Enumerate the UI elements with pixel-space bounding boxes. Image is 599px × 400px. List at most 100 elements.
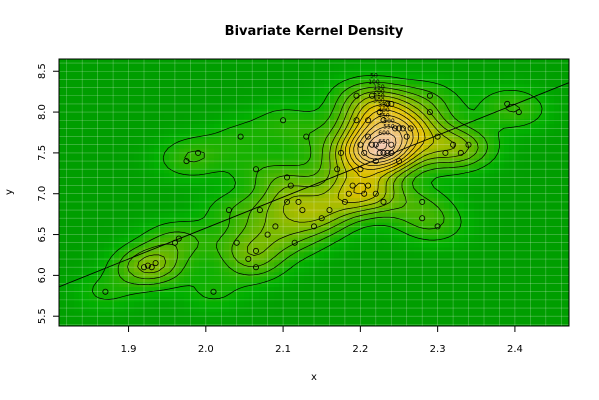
density-cell <box>269 286 275 292</box>
density-cell <box>324 222 330 228</box>
density-cell <box>484 222 490 228</box>
density-cell <box>404 227 410 233</box>
density-cell <box>319 113 325 119</box>
density-cell <box>339 261 345 268</box>
density-cell <box>519 172 525 179</box>
density-cell <box>114 138 120 144</box>
density-cell <box>319 296 325 302</box>
density-cell <box>384 133 390 139</box>
density-cell <box>299 232 305 238</box>
density-cell <box>219 187 225 194</box>
density-cell <box>549 113 555 119</box>
density-cell <box>469 157 475 164</box>
density-cell <box>264 241 270 248</box>
density-cell <box>354 192 360 199</box>
density-cell <box>74 286 80 292</box>
density-cell <box>264 83 270 90</box>
density-cell <box>314 227 320 233</box>
density-cell <box>289 118 295 124</box>
density-cell <box>174 118 180 124</box>
density-cell <box>334 157 340 164</box>
density-cell <box>534 271 540 278</box>
density-cell <box>309 93 315 100</box>
density-cell <box>239 311 245 317</box>
density-cell <box>339 182 345 189</box>
density-cell <box>94 222 100 228</box>
density-cell <box>239 148 245 154</box>
density-cell <box>469 187 475 194</box>
density-cell <box>279 296 285 302</box>
density-cell <box>404 197 410 203</box>
density-cell <box>394 321 400 326</box>
density-cell <box>204 202 210 208</box>
density-cell <box>299 202 305 208</box>
density-cell <box>159 311 165 317</box>
density-cell <box>209 271 215 278</box>
density-cell <box>454 157 460 164</box>
density-cell <box>359 197 365 203</box>
density-cell <box>114 306 120 312</box>
density-cell <box>419 148 425 154</box>
density-cell <box>464 157 470 164</box>
density-cell <box>329 222 335 228</box>
density-cell <box>284 286 290 292</box>
density-cell <box>254 103 260 110</box>
density-cell <box>214 143 220 149</box>
density-cell <box>164 251 170 258</box>
density-cell <box>459 246 465 253</box>
density-cell <box>284 152 290 159</box>
density-cell <box>84 187 90 194</box>
density-cell <box>94 306 100 312</box>
density-cell <box>359 271 365 278</box>
density-cell <box>154 217 160 223</box>
density-cell <box>59 222 65 228</box>
density-cell <box>349 172 355 179</box>
density-cell <box>419 281 425 288</box>
density-cell <box>429 212 435 218</box>
density-cell <box>389 321 395 326</box>
density-cell <box>74 256 80 263</box>
density-cell <box>504 157 510 164</box>
density-cell <box>559 266 565 273</box>
density-cell <box>84 113 90 119</box>
density-cell <box>454 232 460 238</box>
density-cell <box>304 237 310 243</box>
density-cell <box>354 281 360 288</box>
density-cell <box>529 212 535 218</box>
density-cell <box>514 276 520 283</box>
density-cell <box>129 202 135 208</box>
density-cell <box>179 148 185 154</box>
density-cell <box>154 187 160 194</box>
density-cell <box>559 93 565 100</box>
density-cell <box>239 88 245 95</box>
density-cell <box>119 217 125 223</box>
density-cell <box>94 251 100 258</box>
density-cell <box>324 152 330 159</box>
density-cell <box>479 118 485 124</box>
density-cell <box>474 241 480 248</box>
density-cell <box>244 207 250 213</box>
density-cell <box>194 128 200 134</box>
density-cell <box>544 222 550 228</box>
density-cell <box>149 172 155 179</box>
density-cell <box>379 93 385 100</box>
density-cell <box>139 207 145 213</box>
density-cell <box>204 286 210 292</box>
density-cell <box>329 301 335 307</box>
density-cell <box>204 316 210 322</box>
density-cell <box>254 246 260 253</box>
density-cell <box>339 222 345 228</box>
density-cell <box>84 212 90 218</box>
density-cell <box>469 261 475 268</box>
density-cell <box>264 291 270 297</box>
density-cell <box>429 162 435 169</box>
density-cell <box>444 123 450 129</box>
density-cell <box>429 321 435 326</box>
density-cell <box>214 157 220 164</box>
density-cell <box>329 261 335 268</box>
density-cell <box>234 172 240 179</box>
density-cell <box>484 133 490 139</box>
density-cell <box>94 276 100 283</box>
density-cell <box>404 301 410 307</box>
density-cell <box>404 271 410 278</box>
